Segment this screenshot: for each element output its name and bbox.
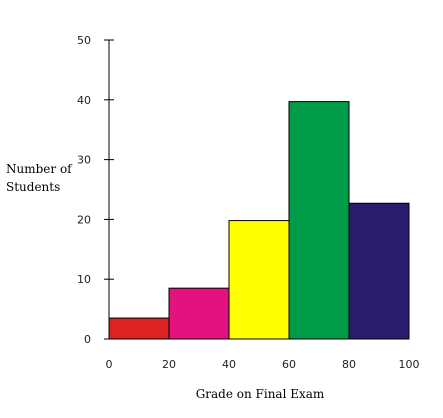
bar-0-20 bbox=[108, 317, 170, 340]
y-tick-label: 50 bbox=[77, 34, 91, 47]
y-tick-label: 20 bbox=[77, 213, 91, 226]
y-axis-title-line-1: Number of bbox=[6, 162, 73, 176]
x-tick-label: 0 bbox=[106, 358, 113, 371]
x-tick-label: 20 bbox=[162, 358, 176, 371]
bar-80-100 bbox=[348, 202, 410, 340]
bar-60-80 bbox=[288, 101, 350, 340]
x-axis-title: Grade on Final Exam bbox=[196, 387, 325, 401]
x-tick-label: 100 bbox=[399, 358, 420, 371]
axes-group bbox=[108, 40, 409, 340]
y-tick-label: 10 bbox=[77, 273, 91, 286]
y-ticks-group: 0 10 20 30 40 50 bbox=[77, 34, 114, 346]
bars-group bbox=[108, 101, 410, 340]
bar-20-40 bbox=[168, 287, 230, 340]
x-ticks-group: 0 20 40 60 80 100 bbox=[106, 358, 420, 371]
y-tick-label: 0 bbox=[84, 333, 91, 346]
bar-40-60 bbox=[228, 220, 290, 340]
x-tick-label: 60 bbox=[282, 358, 296, 371]
y-tick-label: 40 bbox=[77, 94, 91, 107]
x-tick-label: 80 bbox=[342, 358, 356, 371]
y-axis-title-line-2: Students bbox=[6, 180, 60, 194]
y-tick-label: 30 bbox=[77, 154, 91, 167]
x-tick-label: 40 bbox=[222, 358, 236, 371]
